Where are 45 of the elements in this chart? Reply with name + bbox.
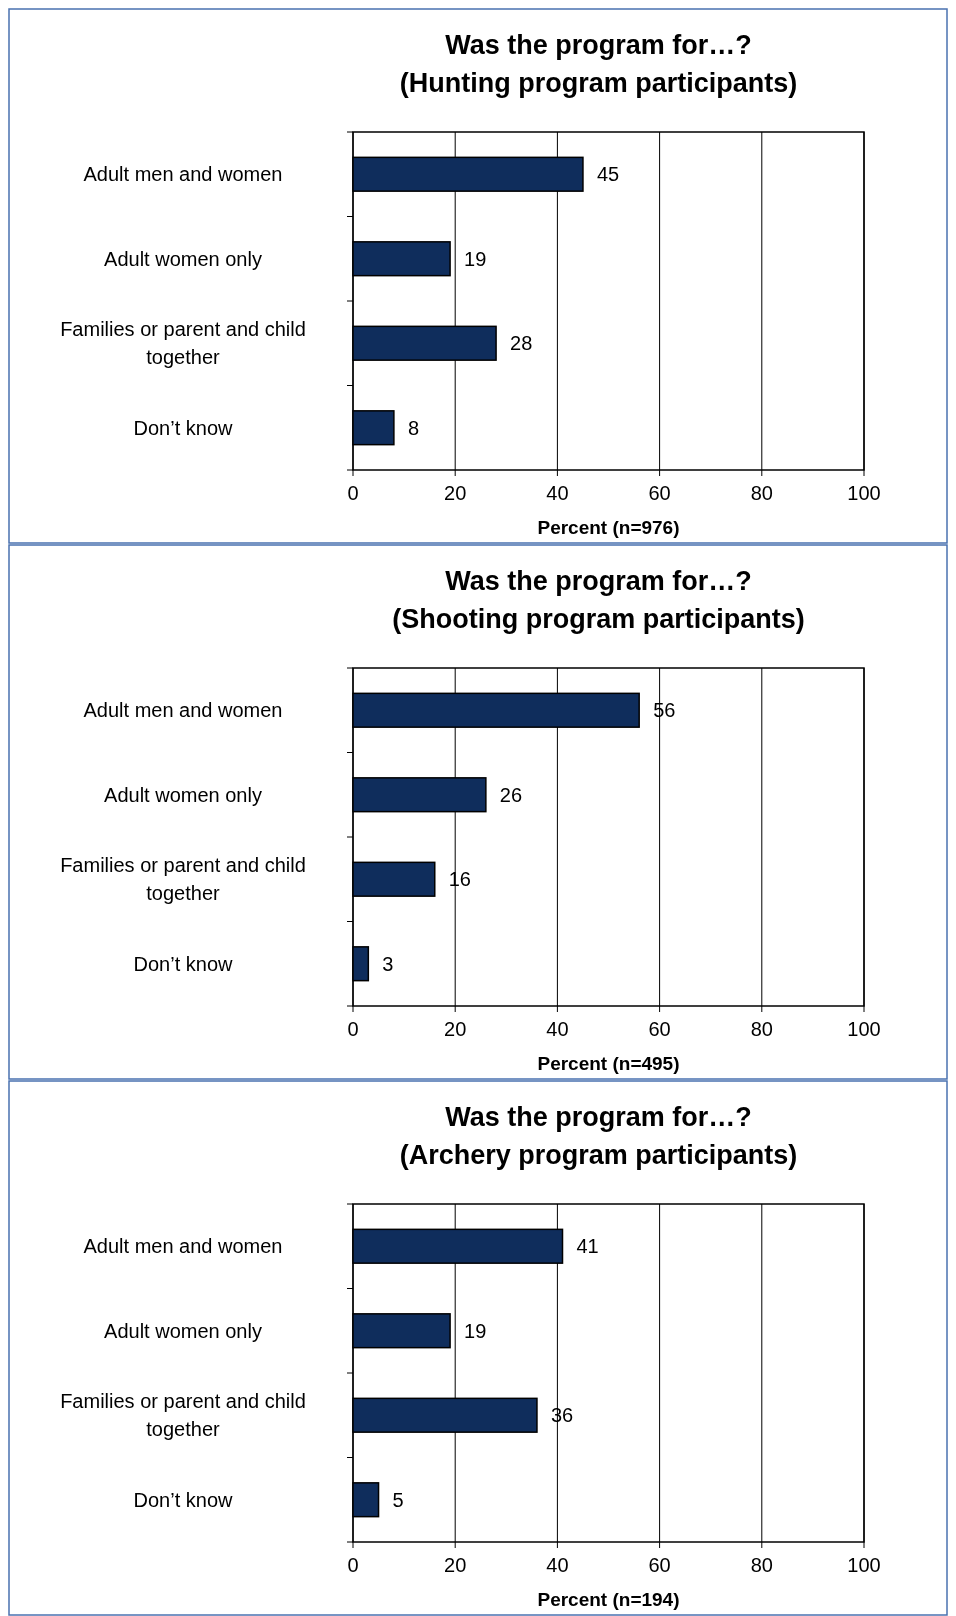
data-label: 28 xyxy=(510,332,533,355)
chart-title: Was the program for…? (Hunting program participants) xyxy=(399,30,798,98)
x-tick-label: 60 xyxy=(648,1554,671,1576)
data-label: 26 xyxy=(499,783,523,806)
x-tick-label: 20 xyxy=(444,1018,467,1040)
y-tick-label: Adult women only xyxy=(104,783,262,806)
y-tick-label: Adult women only xyxy=(104,1319,262,1342)
data-label: 19 xyxy=(464,1319,487,1342)
y-tick-label: Adult women only xyxy=(104,247,262,270)
x-tick-label: 100 xyxy=(847,482,881,504)
y-tick-label: Families or parent and child together xyxy=(60,1390,306,1441)
y-tick-label: Adult men and women xyxy=(83,699,283,722)
x-tick-label: 0 xyxy=(347,482,359,504)
x-tick-label: 60 xyxy=(648,1018,671,1040)
data-label: 45 xyxy=(596,163,620,186)
chart-title: Was the program for…? (Shooting program participants) xyxy=(392,566,805,634)
y-tick-label: Don’t know xyxy=(133,952,234,975)
x-tick-label: 0 xyxy=(347,1554,359,1576)
x-tick-label: 40 xyxy=(546,482,569,504)
chart-title: Was the program for…? (Archery program participants) xyxy=(399,1102,798,1170)
y-tick-label: Families or parent and child together xyxy=(60,854,306,905)
data-label: 41 xyxy=(576,1235,599,1258)
y-tick-label: Don’t know xyxy=(133,1488,234,1511)
x-tick-label: 20 xyxy=(444,1554,467,1576)
x-tick-label: 80 xyxy=(750,482,773,504)
x-tick-label: 100 xyxy=(847,1554,881,1576)
x-axis-title: Percent (n=976) xyxy=(537,517,680,538)
x-tick-label: 40 xyxy=(546,1018,569,1040)
data-label: 8 xyxy=(407,416,420,439)
data-label: 5 xyxy=(392,1488,404,1511)
x-tick-label: 20 xyxy=(444,482,467,504)
x-tick-label: 80 xyxy=(750,1018,773,1040)
y-tick-label: Adult men and women xyxy=(83,1235,283,1258)
x-axis-title: Percent (n=495) xyxy=(537,1053,680,1074)
x-tick-label: 0 xyxy=(347,1018,359,1040)
y-tick-label: Families or parent and child together xyxy=(60,318,306,369)
data-label: 19 xyxy=(464,247,487,270)
y-tick-label: Adult men and women xyxy=(83,163,283,186)
x-tick-label: 100 xyxy=(847,1018,881,1040)
data-label: 3 xyxy=(382,952,394,975)
y-tick-label: Don’t know xyxy=(133,416,234,439)
x-tick-label: 80 xyxy=(750,1554,773,1576)
x-axis-title: Percent (n=194) xyxy=(537,1589,680,1610)
x-tick-label: 40 xyxy=(546,1554,569,1576)
x-tick-label: 60 xyxy=(648,482,671,504)
